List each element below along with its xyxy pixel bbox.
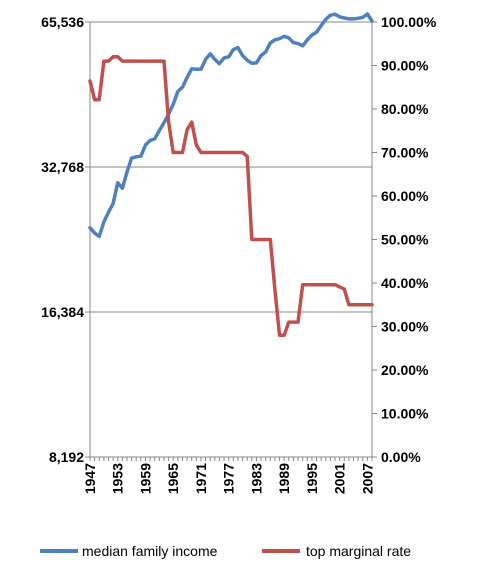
left-tick-label-0: 8,192 bbox=[49, 449, 84, 465]
right-tick-label-6: 60.00% bbox=[381, 188, 429, 204]
x-tick-label-4: 1971 bbox=[193, 463, 209, 494]
right-tick-label-8: 80.00% bbox=[381, 101, 429, 117]
right-tick-label-4: 40.00% bbox=[381, 275, 429, 291]
right-tick-label-1: 10.00% bbox=[381, 406, 429, 422]
x-tick-label-9: 2001 bbox=[332, 463, 348, 494]
legend-label-top-marginal-rate: top marginal rate bbox=[306, 543, 411, 559]
right-tick-label-5: 50.00% bbox=[381, 232, 429, 248]
right-tick-label-9: 90.00% bbox=[381, 58, 429, 74]
x-tick-label-3: 1965 bbox=[165, 463, 181, 494]
x-tick-label-1: 1953 bbox=[110, 463, 126, 494]
x-tick-label-6: 1983 bbox=[248, 463, 264, 494]
x-tick-label-8: 1995 bbox=[304, 463, 320, 494]
legend-label-median-family-income: median family income bbox=[82, 543, 218, 559]
legend: median family income top marginal rate bbox=[40, 543, 411, 559]
series-line-median-family-income bbox=[88, 12, 374, 239]
series-line-top-marginal-rate bbox=[88, 55, 374, 337]
x-axis: 1947 1953 1959 1965 1971 1977 1983 1989 1995 2001… bbox=[82, 456, 375, 494]
left-axis: 8,192 16,384 32,768 65,536 bbox=[41, 14, 91, 465]
right-tick-label-2: 20.00% bbox=[381, 362, 429, 378]
right-tick-label-7: 70.00% bbox=[381, 145, 429, 161]
right-tick-label-10: 100.00% bbox=[381, 14, 437, 30]
x-tick-label-10: 2007 bbox=[359, 463, 375, 494]
left-tick-label-1: 16,384 bbox=[41, 304, 84, 320]
x-tick-label-7: 1989 bbox=[276, 463, 292, 494]
right-axis: 0.00% 10.00% 20.00% 30.00% 40.00% 50.00% 60.00… bbox=[371, 14, 437, 465]
left-tick-label-2: 32,768 bbox=[41, 159, 84, 175]
x-tick-label-2: 1959 bbox=[137, 463, 153, 494]
right-tick-label-0: 0.00% bbox=[381, 449, 421, 465]
right-tick-label-3: 30.00% bbox=[381, 319, 429, 335]
plot-lines bbox=[88, 12, 374, 337]
x-tick-label-0: 1947 bbox=[82, 463, 98, 494]
gridlines bbox=[90, 21, 372, 458]
x-tick-label-5: 1977 bbox=[221, 463, 237, 494]
left-tick-label-3: 65,536 bbox=[41, 14, 84, 30]
